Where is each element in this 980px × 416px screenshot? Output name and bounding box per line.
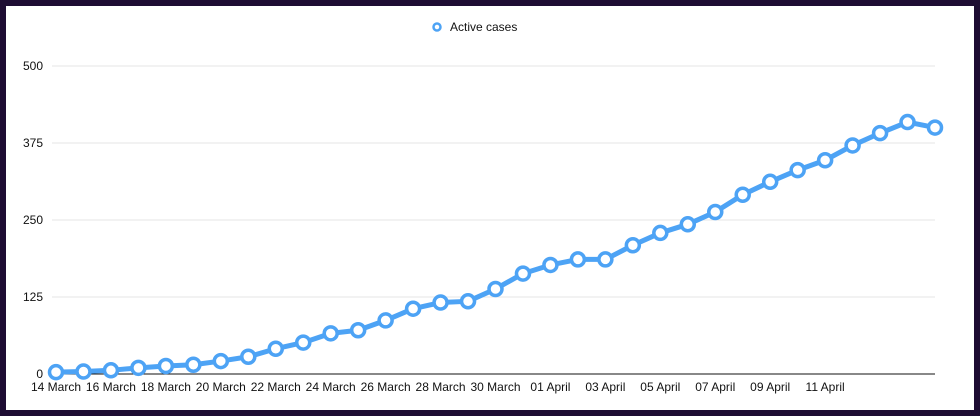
x-tick-label: 11 April: [806, 380, 845, 394]
data-point: [102, 362, 120, 379]
data-point: [652, 224, 669, 242]
data-point: [844, 137, 861, 154]
y-tick-label: 250: [23, 213, 43, 227]
x-axis-ticks: 14 March 16 March 18 March 20 March 22 March…: [31, 380, 845, 394]
series-layer: [47, 113, 944, 381]
data-point: [267, 340, 284, 357]
y-tick-label: 500: [23, 59, 43, 73]
x-tick-label: 30 March: [470, 380, 520, 394]
x-tick-label: 03 April: [585, 380, 625, 394]
data-point: [679, 216, 697, 233]
data-point: [240, 348, 257, 366]
x-tick-label: 07 April: [695, 380, 735, 394]
x-tick-label: 24 March: [306, 380, 356, 394]
data-point: [871, 124, 889, 142]
data-point: [569, 251, 587, 268]
data-point: [349, 322, 367, 339]
x-tick-label: 20 March: [196, 380, 246, 394]
x-tick-label: 14 March: [31, 380, 81, 394]
y-tick-label: 125: [23, 290, 43, 304]
gridlines: [52, 65, 935, 298]
data-point: [377, 312, 394, 329]
data-point: [624, 237, 642, 254]
x-tick-label: 28 March: [416, 380, 466, 394]
x-tick-label: 26 March: [361, 380, 411, 394]
data-point: [816, 151, 834, 169]
data-point: [157, 357, 175, 375]
data-point: [899, 113, 916, 131]
data-point: [761, 173, 779, 191]
data-point: [789, 161, 806, 179]
data-point: [734, 186, 751, 203]
data-point: [294, 334, 312, 351]
legend: Active cases: [432, 20, 517, 34]
y-axis-ticks: 0 125 250 375 500: [23, 59, 43, 381]
data-point: [514, 265, 532, 282]
data-point: [926, 119, 944, 136]
data-point: [487, 280, 504, 298]
data-point: [185, 356, 202, 374]
data-point: [75, 363, 92, 380]
data-point: [542, 256, 559, 274]
series-line-active-cases: [53, 119, 938, 375]
x-tick-label: 09 April: [750, 380, 790, 394]
y-tick-label: 375: [23, 136, 43, 150]
y-tick-label: 0: [36, 367, 43, 381]
data-point: [597, 251, 614, 268]
x-tick-label: 18 March: [141, 380, 191, 394]
data-point: [459, 293, 477, 310]
x-tick-label: 16 March: [86, 380, 136, 394]
data-point: [432, 294, 449, 311]
data-point: [130, 359, 147, 377]
x-tick-label: 05 April: [640, 380, 680, 394]
x-tick-label: 01 April: [530, 380, 570, 394]
data-point: [47, 363, 65, 381]
legend-label-active-cases: Active cases: [450, 20, 517, 34]
data-point: [212, 352, 230, 370]
data-point: [322, 325, 339, 342]
x-tick-label: 22 March: [251, 380, 301, 394]
data-point: [707, 203, 724, 221]
data-point: [404, 300, 422, 317]
legend-marker-active-cases: [432, 22, 442, 32]
